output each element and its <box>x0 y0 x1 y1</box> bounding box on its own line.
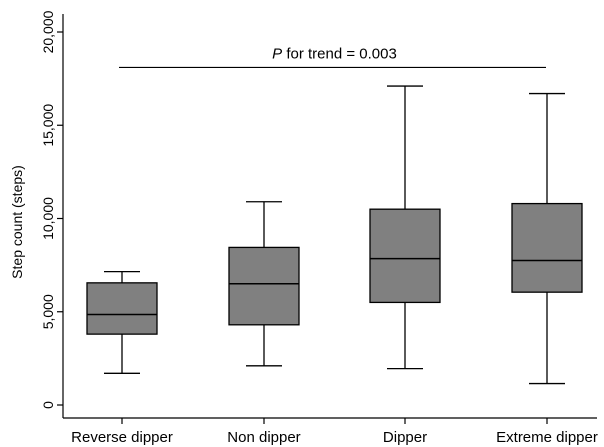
y-tick-label: 20,000 <box>40 10 56 53</box>
box-extreme-dipper <box>511 92 583 385</box>
x-tick-label: Extreme dipper <box>496 429 598 446</box>
y-axis: 0 5,000 10,000 15,000 20,000 <box>40 10 64 418</box>
trend-annotation: P for trend = 0.003 <box>119 45 546 69</box>
box-non-dipper <box>228 201 300 367</box>
trend-label: P for trend = 0.003 <box>272 45 397 62</box>
iqr-box <box>511 202 583 293</box>
box-dipper <box>369 85 441 370</box>
iqr-box <box>369 208 441 304</box>
iqr-box <box>228 246 300 326</box>
iqr-box <box>86 282 158 335</box>
x-tick-label: Dipper <box>383 429 427 446</box>
y-axis-title: Step count (steps) <box>9 165 25 279</box>
x-axis: Reverse dipper Non dipper Dipper Extreme di… <box>63 417 598 446</box>
y-tick-label: 10,000 <box>40 197 56 240</box>
y-tick-label: 0 <box>40 401 56 409</box>
boxes-group <box>86 85 583 385</box>
y-tick-label: 5,000 <box>40 294 56 329</box>
box-reverse-dipper <box>86 271 158 374</box>
y-tick-label: 15,000 <box>40 104 56 147</box>
x-tick-label: Non dipper <box>227 429 300 446</box>
x-tick-label: Reverse dipper <box>71 429 173 446</box>
